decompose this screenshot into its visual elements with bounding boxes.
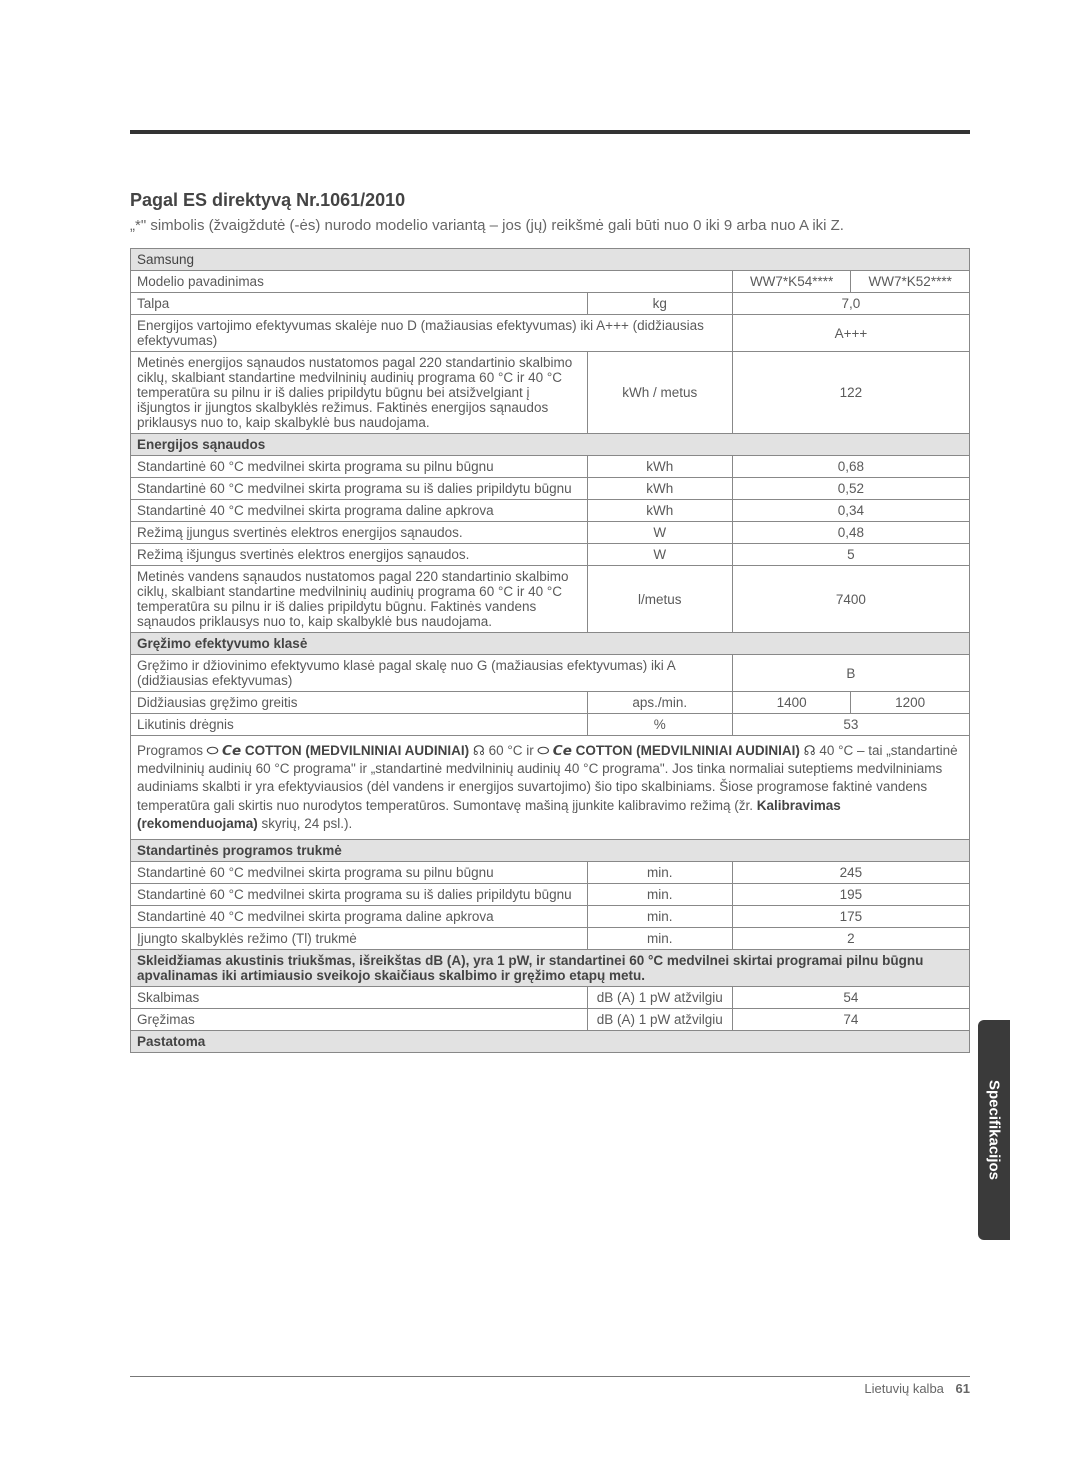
table-row: Standartinė 60 °C medvilnei skirta progr… <box>131 884 970 906</box>
desc: Standartinė 60 °C medvilnei skirta progr… <box>131 884 588 906</box>
desc: Gręžimo ir džiovinimo efektyvumo klasė p… <box>131 655 733 692</box>
val: 0,68 <box>732 456 969 478</box>
desc: Standartinė 60 °C medvilnei skirta progr… <box>131 478 588 500</box>
val: 5 <box>732 544 969 566</box>
val: 0,48 <box>732 522 969 544</box>
desc: Likutinis drėgnis <box>131 714 588 736</box>
page-heading: Pagal ES direktyvą Nr.1061/2010 <box>130 190 970 211</box>
unit: min. <box>587 884 732 906</box>
desc: Talpa <box>131 293 588 315</box>
unit: W <box>587 522 732 544</box>
desc: Gręžimas <box>131 1009 588 1031</box>
sidebar-label: Specifikacijos <box>986 1080 1003 1180</box>
unit: min. <box>587 862 732 884</box>
desc: Metinės energijos sąnaudos nustatomos pa… <box>131 352 588 434</box>
desc: Skalbimas <box>131 987 588 1009</box>
sidebar-tab: Specifikacijos <box>978 1020 1010 1240</box>
unit: kg <box>587 293 732 315</box>
top-rule <box>130 130 970 134</box>
val: 1400 <box>732 692 851 714</box>
table-row: Likutinis drėgnis % 53 <box>131 714 970 736</box>
note-bold: ⬭ 𝘾𝙚 COTTON (MEDVILNINIAI AUDINIAI) ☊ <box>538 743 816 758</box>
val: 1200 <box>851 692 970 714</box>
unit: % <box>587 714 732 736</box>
section-spin: Gręžimo efektyvumo klasė <box>131 633 970 655</box>
footer-page-number: 61 <box>956 1381 970 1396</box>
footer-lang: Lietuvių kalba <box>864 1381 944 1396</box>
table-row: Standartinė 40 °C medvilnei skirta progr… <box>131 906 970 928</box>
unit: kWh <box>587 500 732 522</box>
desc: Standartinė 60 °C medvilnei skirta progr… <box>131 862 588 884</box>
table-row: Gręžimo ir džiovinimo efektyvumo klasė p… <box>131 655 970 692</box>
table-row: Įjungto skalbyklės režimo (Tl) trukmėmin… <box>131 928 970 950</box>
val: 0,52 <box>732 478 969 500</box>
table-row: Energijos vartojimo efektyvumas skalėje … <box>131 315 970 352</box>
val: 7,0 <box>732 293 969 315</box>
model-1: WW7*K54**** <box>732 271 851 293</box>
desc: Didžiausias gręžimo greitis <box>131 692 588 714</box>
table-row: Standartinė 60 °C medvilnei skirta progr… <box>131 478 970 500</box>
unit: min. <box>587 928 732 950</box>
unit: kWh <box>587 456 732 478</box>
table-row: Standartinė 40 °C medvilnei skirta progr… <box>131 500 970 522</box>
val: 0,34 <box>732 500 969 522</box>
note-text: Programos <box>137 743 207 758</box>
val: A+++ <box>732 315 969 352</box>
brand-cell: Samsung <box>131 249 970 271</box>
val: 122 <box>732 352 969 434</box>
section-noise: Skleidžiamas akustinis triukšmas, išreik… <box>131 950 970 987</box>
unit: dB (A) 1 pW atžvilgiu <box>587 987 732 1009</box>
val: 7400 <box>732 566 969 633</box>
desc: Standartinė 60 °C medvilnei skirta progr… <box>131 456 588 478</box>
note-text: 60 °C ir <box>485 743 538 758</box>
unit: kWh <box>587 478 732 500</box>
unit: kWh / metus <box>587 352 732 434</box>
model-2: WW7*K52**** <box>851 271 970 293</box>
desc: Metinės vandens sąnaudos nustatomos paga… <box>131 566 588 633</box>
table-row: Talpa kg 7,0 <box>131 293 970 315</box>
desc: Režimą išjungus svertinės elektros energ… <box>131 544 588 566</box>
val: 175 <box>732 906 969 928</box>
desc: Energijos vartojimo efektyvumas skalėje … <box>131 315 733 352</box>
val: 2 <box>732 928 969 950</box>
val: 54 <box>732 987 969 1009</box>
section-time: Standartinės programos trukmė <box>131 840 970 862</box>
val: 53 <box>732 714 969 736</box>
table-row: Metinės vandens sąnaudos nustatomos paga… <box>131 566 970 633</box>
note-bold: ⬭ 𝘾𝙚 COTTON (MEDVILNINIAI AUDINIAI) ☊ <box>207 743 485 758</box>
val: 195 <box>732 884 969 906</box>
page-subtext: „*" simbolis (žvaigždutė (-ės) nurodo mo… <box>130 217 970 234</box>
page-footer: Lietuvių kalba 61 <box>130 1376 970 1396</box>
unit: W <box>587 544 732 566</box>
unit: min. <box>587 906 732 928</box>
val: 74 <box>732 1009 969 1031</box>
note-text: skyrių, 24 psl.). <box>258 816 353 831</box>
section-stand: Pastatoma <box>131 1031 970 1053</box>
unit: dB (A) 1 pW atžvilgiu <box>587 1009 732 1031</box>
table-row: Metinės energijos sąnaudos nustatomos pa… <box>131 352 970 434</box>
table-row: Režimą įjungus svertinės elektros energi… <box>131 522 970 544</box>
table-row: Režimą išjungus svertinės elektros energ… <box>131 544 970 566</box>
desc: Režimą įjungus svertinės elektros energi… <box>131 522 588 544</box>
spec-table: Samsung Modelio pavadinimas WW7*K54**** … <box>130 248 970 1053</box>
table-row: SkalbimasdB (A) 1 pW atžvilgiu54 <box>131 987 970 1009</box>
table-row: Didžiausias gręžimo greitis aps./min. 14… <box>131 692 970 714</box>
note-block: Programos ⬭ 𝘾𝙚 COTTON (MEDVILNINIAI AUDI… <box>131 736 970 840</box>
model-label: Modelio pavadinimas <box>131 271 733 293</box>
desc: Standartinė 40 °C medvilnei skirta progr… <box>131 906 588 928</box>
unit: aps./min. <box>587 692 732 714</box>
section-energy: Energijos sąnaudos <box>131 434 970 456</box>
table-row: Standartinė 60 °C medvilnei skirta progr… <box>131 456 970 478</box>
desc: Įjungto skalbyklės režimo (Tl) trukmė <box>131 928 588 950</box>
val: 245 <box>732 862 969 884</box>
table-row: Standartinė 60 °C medvilnei skirta progr… <box>131 862 970 884</box>
desc: Standartinė 40 °C medvilnei skirta progr… <box>131 500 588 522</box>
table-row: GręžimasdB (A) 1 pW atžvilgiu74 <box>131 1009 970 1031</box>
val: B <box>732 655 969 692</box>
unit: l/metus <box>587 566 732 633</box>
